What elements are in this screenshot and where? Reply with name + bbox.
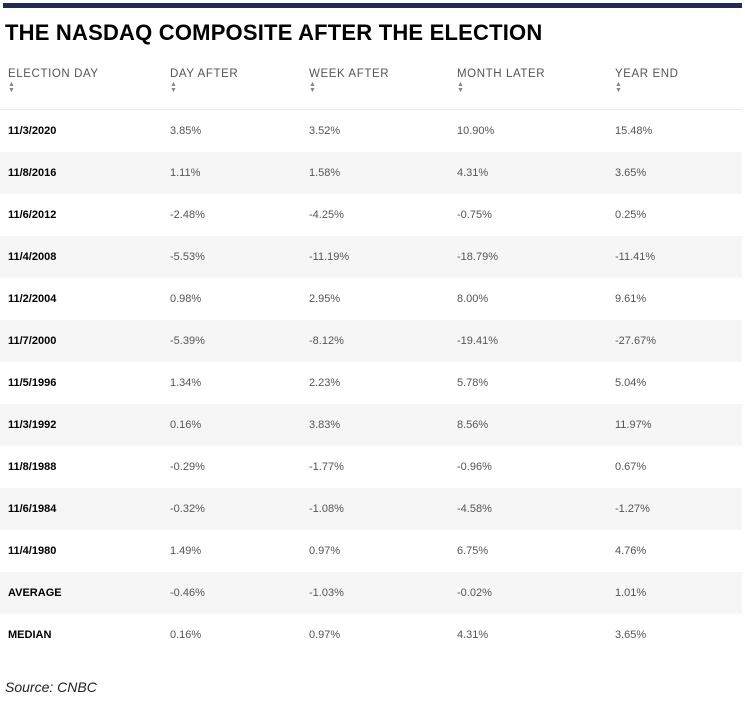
day-after-cell: 0.98% [170,293,202,305]
column-header-label: MONTH LATER [457,68,546,80]
day-after-cell: 0.16% [170,629,202,641]
sort-arrows-icon[interactable]: ▲ ▼ [615,81,623,94]
month-later-cell: -0.96% [457,461,492,473]
election-day-cell: 11/8/1988 [8,461,57,473]
week-after-cell: 2.95% [309,293,341,305]
table-row: 11/4/2008 -5.53% -11.19% -18.79% -11.41% [0,236,742,278]
table-row: 11/8/1988 -0.29% -1.77% -0.96% 0.67% [0,446,742,488]
column-header-label: ELECTION DAY [8,68,99,80]
day-after-cell: -0.29% [170,461,205,473]
election-day-cell: 11/4/2008 [0,236,162,278]
week-after-cell: 3.52% [309,125,341,137]
day-after-cell: 3.85% [170,125,202,137]
sort-arrows-icon[interactable]: ▲ ▼ [457,81,465,94]
week-after-cell: -11.19% [301,236,449,278]
column-header-year-end[interactable]: YEAR END ▲ ▼ [607,55,742,110]
election-day-cell: 11/7/2000 [0,320,162,362]
month-later-cell: -0.75% [457,209,492,221]
day-after-cell: 0.16% [162,404,301,446]
day-after-cell: 1.34% [170,377,202,389]
table-row: AVERAGE -0.46% -1.03% -0.02% 1.01% [0,572,742,614]
year-end-cell: 0.67% [615,461,647,473]
column-header-week-after[interactable]: WEEK AFTER ▲ ▼ [301,55,449,110]
month-later-cell: 4.31% [457,629,489,641]
election-day-cell: 11/6/2012 [8,209,57,221]
table-row: 11/8/2016 1.11% 1.58% 4.31% 3.65% [0,152,742,194]
month-later-cell: 5.78% [457,377,489,389]
election-day-cell: MEDIAN [8,629,52,641]
table-row: 11/6/2012 -2.48% -4.25% -0.75% 0.25% [0,194,742,236]
year-end-cell: 11.97% [607,404,742,446]
column-header-label: WEEK AFTER [309,68,390,80]
table-row: 11/3/1992 0.16% 3.83% 8.56% 11.97% [0,404,742,446]
sort-arrows-icon[interactable]: ▲ ▼ [170,81,178,94]
week-after-cell: -4.25% [309,209,344,221]
year-end-cell: -27.67% [607,320,742,362]
month-later-cell: -19.41% [449,320,607,362]
top-rule [3,3,742,8]
day-after-cell: -2.48% [170,209,205,221]
month-later-cell: -0.02% [449,572,607,614]
election-day-cell: 11/3/2020 [8,125,57,137]
column-header-label: DAY AFTER [170,68,239,80]
day-after-cell: -0.46% [162,572,301,614]
election-day-cell: AVERAGE [0,572,162,614]
page-title: THE NASDAQ COMPOSITE AFTER THE ELECTION [5,20,543,45]
table-row: 11/3/2020 3.85% 3.52% 10.90% 15.48% [0,110,742,153]
month-later-cell: 6.75% [457,545,489,557]
month-later-cell: 8.56% [449,404,607,446]
week-after-cell: 1.58% [301,152,449,194]
table-row: 11/5/1996 1.34% 2.23% 5.78% 5.04% [0,362,742,404]
month-later-cell: 10.90% [457,125,495,137]
column-header-election-day[interactable]: ELECTION DAY ▲ ▼ [0,55,162,110]
week-after-cell: 2.23% [309,377,341,389]
week-after-cell: -8.12% [301,320,449,362]
week-after-cell: 3.83% [301,404,449,446]
source-note: Source: CNBC [5,679,97,695]
week-after-cell: -1.77% [309,461,344,473]
table-row: 11/6/1984 -0.32% -1.08% -4.58% -1.27% [0,488,742,530]
month-later-cell: -4.58% [449,488,607,530]
month-later-cell: 8.00% [457,293,489,305]
table-row: MEDIAN 0.16% 0.97% 4.31% 3.65% [0,614,742,656]
election-day-cell: 11/3/1992 [0,404,162,446]
day-after-cell: -0.32% [162,488,301,530]
column-header-day-after[interactable]: DAY AFTER ▲ ▼ [162,55,301,110]
day-after-cell: 1.49% [170,545,202,557]
election-day-cell: 11/4/1980 [8,545,57,557]
month-later-cell: 4.31% [449,152,607,194]
week-after-cell: -1.08% [301,488,449,530]
year-end-cell: 5.04% [615,377,647,389]
year-end-cell: 1.01% [607,572,742,614]
day-after-cell: -5.53% [162,236,301,278]
month-later-cell: -18.79% [449,236,607,278]
week-after-cell: -1.03% [301,572,449,614]
week-after-cell: 0.97% [309,545,341,557]
sort-arrows-icon[interactable]: ▲ ▼ [309,81,317,94]
table-row: 11/4/1980 1.49% 0.97% 6.75% 4.76% [0,530,742,572]
year-end-cell: -11.41% [607,236,742,278]
sort-arrows-icon[interactable]: ▲ ▼ [8,81,16,94]
year-end-cell: 9.61% [615,293,647,305]
table-header-row: ELECTION DAY ▲ ▼ DAY AFTER ▲ ▼ WEEK AFTER … [0,55,742,110]
column-header-month-later[interactable]: MONTH LATER ▲ ▼ [449,55,607,110]
year-end-cell: 0.25% [615,209,647,221]
table-row: 11/7/2000 -5.39% -8.12% -19.41% -27.67% [0,320,742,362]
table-row: 11/2/2004 0.98% 2.95% 8.00% 9.61% [0,278,742,320]
table-body: 11/3/2020 3.85% 3.52% 10.90% 15.48% 11/8/2016… [0,110,742,657]
year-end-cell: 3.65% [607,152,742,194]
nasdaq-election-table: ELECTION DAY ▲ ▼ DAY AFTER ▲ ▼ WEEK AFTER … [0,55,742,656]
week-after-cell: 0.97% [309,629,341,641]
year-end-cell: 4.76% [615,545,647,557]
day-after-cell: -5.39% [162,320,301,362]
election-day-cell: 11/2/2004 [8,293,57,305]
year-end-cell: -1.27% [607,488,742,530]
day-after-cell: 1.11% [162,152,301,194]
election-day-cell: 11/5/1996 [8,377,57,389]
election-day-cell: 11/6/1984 [0,488,162,530]
column-header-label: YEAR END [615,68,679,80]
year-end-cell: 3.65% [615,629,647,641]
election-day-cell: 11/8/2016 [0,152,162,194]
year-end-cell: 15.48% [615,125,653,137]
